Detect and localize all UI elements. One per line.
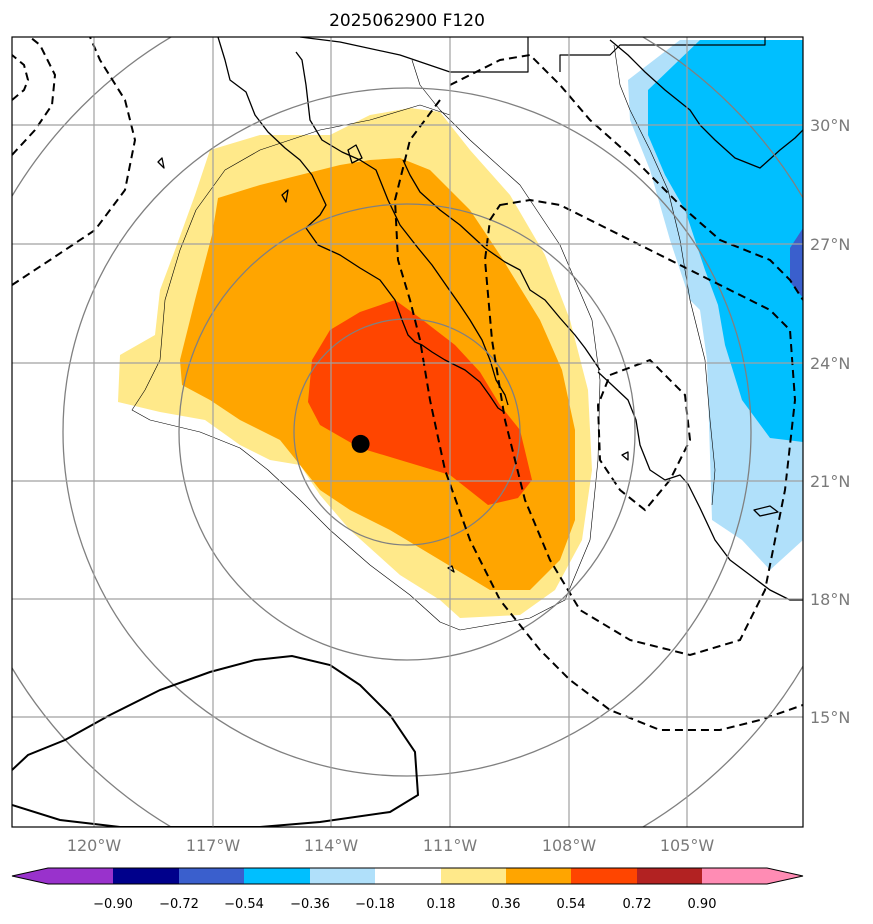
colorbar-swatch: [702, 868, 767, 884]
contour-dashed-track-2: [393, 99, 803, 731]
map-frame: [11, 36, 804, 828]
shade-neg-054: [790, 228, 803, 298]
contour-dashed-track: [449, 53, 803, 301]
lon-tick-label: 105°W: [660, 836, 715, 855]
lat-tick-label: 24°N: [810, 354, 850, 373]
colorbar-tick-label: 0.90: [688, 897, 717, 912]
lat-tick-label: 30°N: [810, 116, 850, 135]
graticule: [12, 37, 803, 827]
lat-tick-label: 15°N: [810, 708, 850, 727]
lon-tick-label: 114°W: [304, 836, 359, 855]
coast-mainland-west: [402, 159, 601, 371]
contour-dashed-west-2: [12, 37, 137, 286]
lon-tick-label: 108°W: [542, 836, 597, 855]
storm-center-marker: [351, 434, 370, 453]
contour-dashed-small: [596, 358, 692, 512]
colorbar-swatch: [244, 868, 310, 884]
lon-tick-labels: 120°W 117°W 114°W 111°W 108°W 105°W: [67, 836, 715, 855]
colorbar-swatch: [310, 868, 375, 884]
colorbar-tick-label: −0.18: [355, 897, 395, 912]
shade-pos-054: [308, 300, 532, 505]
dashed-contours: [12, 37, 803, 731]
map-panel: [12, 37, 803, 827]
colorbar-tick-label: −0.90: [93, 897, 133, 912]
lon-tick-label: 117°W: [186, 836, 241, 855]
colorbar-tick-label: 0.54: [557, 897, 586, 912]
lon-tick-label: 111°W: [423, 836, 478, 855]
coastlines: [131, 37, 803, 631]
colorbar-swatch: [441, 868, 506, 884]
lon-tick-label: 120°W: [67, 836, 122, 855]
colorbar-tick-label: 0.18: [427, 897, 456, 912]
colorbar-swatch: [637, 868, 702, 884]
lat-tick-label: 18°N: [810, 590, 850, 609]
colorbar-tick-label: 0.36: [492, 897, 521, 912]
figure-title: 2025062900 F120: [329, 11, 485, 31]
coast-mainland-north: [609, 39, 803, 169]
coast-islands: [157, 144, 779, 573]
lat-tick-label: 21°N: [810, 472, 850, 491]
coast-mainland-south: [597, 371, 803, 601]
contour-dashed-west-3: [12, 54, 30, 101]
range-ring-1: [293, 318, 521, 546]
colorbar-swatch: [179, 868, 244, 884]
colorbar-swatch: [113, 868, 179, 884]
range-ring-3: [62, 87, 752, 777]
colorbar-tick-label: −0.36: [290, 897, 330, 912]
range-rings: [12, 37, 803, 827]
contour-dashed-west-1: [12, 37, 57, 156]
colorbar-outline: [11, 867, 804, 885]
colorbar-swatch: [506, 868, 571, 884]
contour-solid: [12, 654, 420, 827]
colorbar-swatch: [375, 868, 441, 884]
colorbar-tick-label: −0.72: [159, 897, 199, 912]
lat-tick-labels: 30°N 27°N 24°N 21°N 18°N 15°N: [810, 116, 850, 727]
coast-baja-west: [217, 37, 505, 413]
colorbar-tick-label: 0.72: [623, 897, 652, 912]
border-state: [131, 44, 716, 631]
border-us-mexico: [299, 37, 766, 73]
colorbar-swatch: [48, 868, 113, 884]
coast-baja-east: [295, 51, 509, 406]
colorbar-extend-low: [12, 868, 48, 884]
colorbar-tick-label: −0.54: [224, 897, 264, 912]
lat-tick-label: 27°N: [810, 235, 850, 254]
range-ring-2: [178, 203, 636, 661]
colorbar-swatch: [571, 868, 637, 884]
contour-dashed-inner: [483, 198, 797, 657]
colorbar-extend-high: [767, 868, 803, 884]
colorbar: −0.90 −0.72 −0.54 −0.36 −0.18 0.18 0.36 …: [11, 867, 804, 912]
